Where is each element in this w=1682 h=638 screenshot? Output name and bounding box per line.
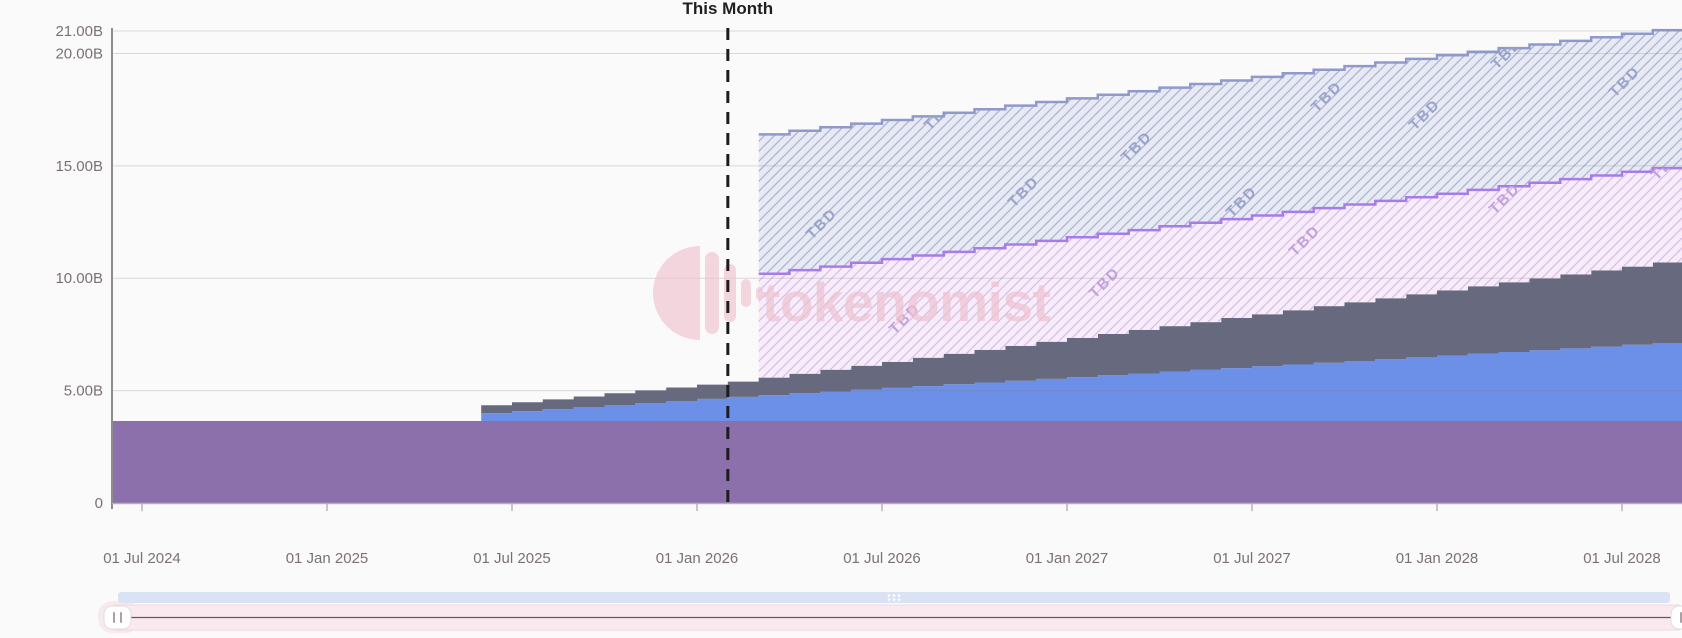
watermark-text: tokenomist	[762, 271, 1051, 333]
this-month-label: This Month	[683, 0, 774, 18]
navigator-right-handle[interactable]	[1670, 605, 1682, 630]
y-tick-label: 0	[95, 495, 103, 512]
y-tick-label: 15.00B	[55, 158, 103, 175]
tbd-upper-border	[758, 28, 1682, 136]
x-tick-label: 01 Jul 2027	[1213, 550, 1291, 567]
area-tbd-lower-hatched	[758, 168, 1682, 378]
navigator-left-handle[interactable]	[103, 605, 132, 630]
x-tick-label: 01 Jul 2028	[1583, 550, 1661, 567]
y-tick-label: 21.00B	[55, 23, 103, 40]
range-navigator	[98, 592, 1682, 633]
area-allocation-slate	[481, 262, 1682, 414]
x-tick-label: 01 Jan 2026	[656, 550, 739, 567]
y-tick-label: 5.00B	[64, 383, 103, 400]
navigator-bar[interactable]	[118, 592, 1670, 603]
x-tick-label: 01 Jul 2024	[103, 550, 181, 567]
tokenomist-watermark: tokenomist	[653, 246, 1051, 340]
navigator-grip-icon[interactable]	[887, 594, 901, 601]
tbd-lower-border	[758, 166, 1682, 275]
area-allocation-purple-flat	[112, 421, 1682, 503]
x-tick-label: 01 Jul 2026	[843, 550, 921, 567]
y-tick-label: 10.00B	[55, 270, 103, 287]
tokenomist-logo-icon	[653, 246, 700, 340]
x-tick-label: 01 Jan 2025	[286, 550, 369, 567]
x-tick-label: 01 Jan 2028	[1396, 550, 1479, 567]
y-tick-label: 20.00B	[55, 45, 103, 62]
area-tbd-upper-hatched	[758, 30, 1682, 274]
area-allocation-blue	[481, 343, 1682, 421]
x-tick-label: 01 Jul 2025	[473, 550, 551, 567]
x-tick-label: 01 Jan 2027	[1026, 550, 1109, 567]
